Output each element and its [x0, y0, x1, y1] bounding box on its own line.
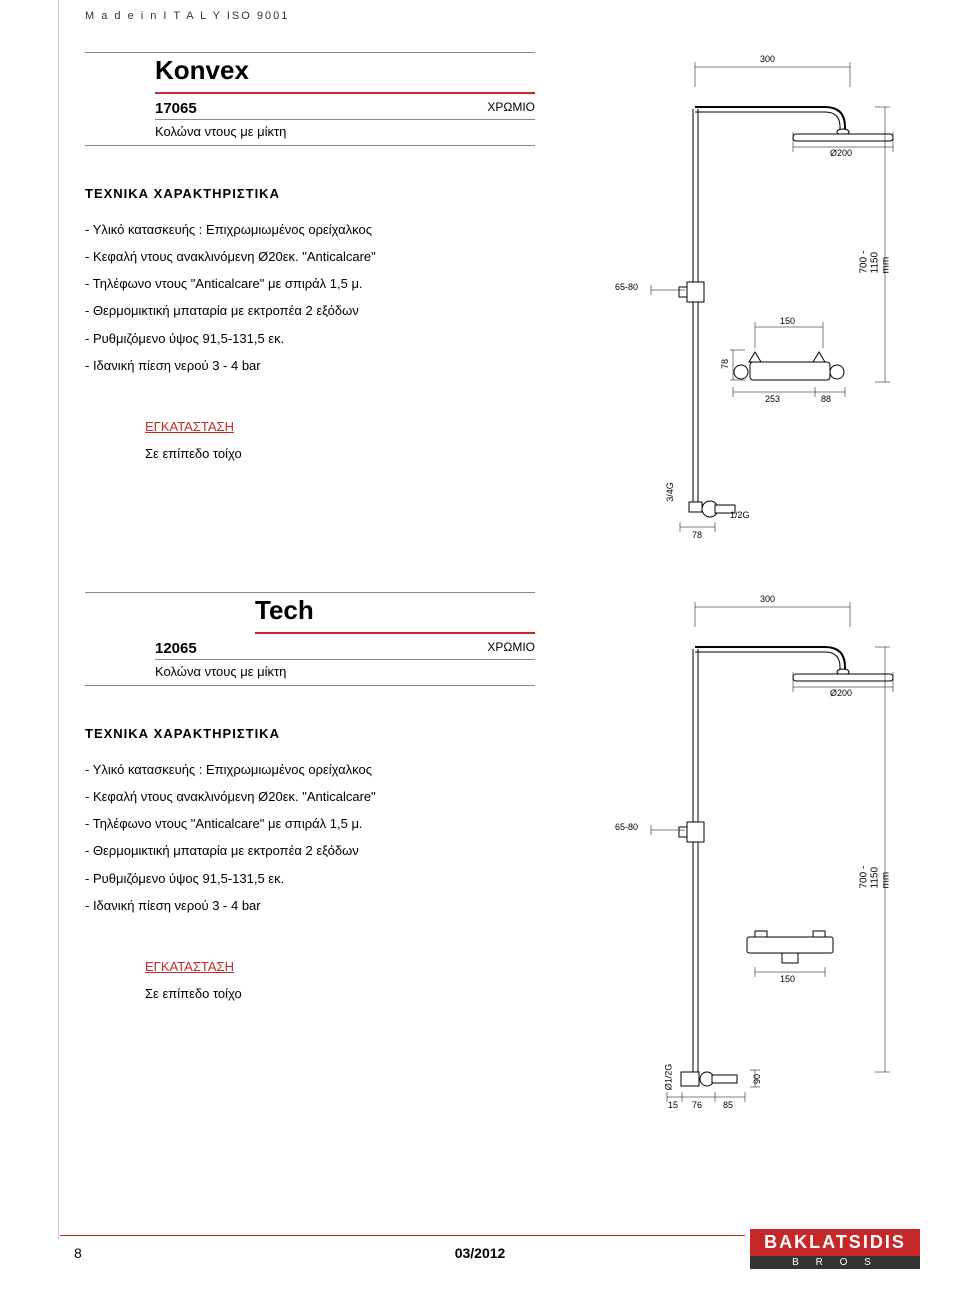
dim-g2: 1/2G	[730, 510, 750, 520]
dim-g1: 3/4G	[665, 482, 675, 502]
spec-item: - Ιδανική πίεση νερού 3 - 4 bar	[85, 892, 535, 919]
product-tech: Tech 12065 ΧΡΩΜΙΟ Κολώνα ντους με μίκτη …	[85, 592, 900, 1132]
product-name: Konvex	[155, 55, 535, 86]
product-code: 17065	[155, 100, 197, 117]
spec-item: - Υλικό κατασκευής : Επιχρωμιωμένος ορεί…	[85, 216, 535, 243]
dim-mixer-body: 253	[765, 394, 780, 404]
product-finish: ΧΡΩΜΙΟ	[487, 100, 535, 117]
product-name: Tech	[255, 595, 535, 626]
spec-item: - Ιδανική πίεση νερού 3 - 4 bar	[85, 352, 535, 379]
logo-sub: B R O S	[750, 1256, 920, 1269]
dim-mixer-w: 150	[780, 316, 795, 326]
product-finish: ΧΡΩΜΙΟ	[487, 640, 535, 657]
spec-item: - Κεφαλή ντους ανακλινόμενη Ø20εκ. "Anti…	[85, 783, 535, 810]
install-title: ΕΓΚΑΤΑΣΤΑΣΗ	[145, 419, 535, 434]
install-text: Σε επίπεδο τοίχο	[145, 986, 535, 1001]
page-number: 8	[74, 1245, 82, 1261]
product-desc: Κολώνα ντους με μίκτη	[155, 664, 535, 679]
specs-list: - Υλικό κατασκευής : Επιχρωμιωμένος ορεί…	[85, 756, 535, 920]
dim-head: Ø200	[830, 688, 852, 698]
spec-item: - Θερμομικτική μπαταρία με εκτροπέα 2 εξ…	[85, 837, 535, 864]
install-text: Σε επίπεδο τοίχο	[145, 446, 535, 461]
dim-top: 300	[760, 594, 775, 604]
specs-list: - Υλικό κατασκευής : Επιχρωμιωμένος ορεί…	[85, 216, 535, 380]
product-code: 12065	[155, 640, 197, 657]
dim-mixer-h: 78	[720, 359, 730, 369]
dim-g1: Ø1/2G	[663, 1064, 673, 1091]
dim-height: 700 - 1150 mm	[859, 234, 892, 274]
header-made-in: M a d e i n I T A L Y ISO 9001	[85, 10, 900, 22]
dim-b: 76	[692, 1100, 702, 1110]
dim-inlet: 65-80	[615, 282, 638, 292]
install-title: ΕΓΚΑΤΑΣΤΑΣΗ	[145, 959, 535, 974]
diagram-tech: 300 Ø200 700 - 1150 mm 65-80 150 Ø1/2G 1…	[555, 592, 895, 1132]
diagram-konvex: 300 Ø200 700 - 1150 mm 65-80 150 78 253 …	[555, 52, 895, 562]
logo: BAKLATSIDIS B R O S	[750, 1229, 920, 1269]
dim-top: 300	[760, 54, 775, 64]
dim-inlet: 65-80	[615, 822, 638, 832]
product-desc: Κολώνα ντους με μίκτη	[155, 124, 535, 139]
specs-title: ΤΕΧΝΙΚΑ ΧΑΡΑΚΤΗΡΙΣΤΙΚΑ	[85, 186, 535, 201]
specs-title: ΤΕΧΝΙΚΑ ΧΑΡΑΚΤΗΡΙΣΤΙΚΑ	[85, 726, 535, 741]
dim-height: 700 - 1150 mm	[859, 849, 892, 889]
spec-item: - Ρυθμιζόμενο ύψος 91,5-131,5 εκ.	[85, 325, 535, 352]
dim-mixer-w: 150	[780, 974, 795, 984]
dim-h90: 90	[752, 1074, 762, 1084]
dim-head: Ø200	[830, 148, 852, 158]
logo-main: BAKLATSIDIS	[750, 1229, 920, 1256]
spec-item: - Κεφαλή ντους ανακλινόμενη Ø20εκ. "Anti…	[85, 243, 535, 270]
dim-c: 85	[723, 1100, 733, 1110]
spec-item: - Ρυθμιζόμενο ύψος 91,5-131,5 εκ.	[85, 865, 535, 892]
footer-date: 03/2012	[455, 1245, 506, 1261]
dim-mixer-edge: 88	[821, 394, 831, 404]
spec-item: - Θερμομικτική μπαταρία με εκτροπέα 2 εξ…	[85, 297, 535, 324]
dim-a: 15	[668, 1100, 678, 1110]
spec-item: - Υλικό κατασκευής : Επιχρωμιωμένος ορεί…	[85, 756, 535, 783]
footer: 8 03/2012 BAKLATSIDIS B R O S	[0, 1229, 960, 1269]
spec-item: - Τηλέφωνο ντους "Anticalcare" με σπιράλ…	[85, 270, 535, 297]
product-konvex: Konvex 17065 ΧΡΩΜΙΟ Κολώνα ντους με μίκτ…	[85, 52, 900, 562]
title-box: Tech 12065 ΧΡΩΜΙΟ Κολώνα ντους με μίκτη	[85, 592, 535, 686]
spec-item: - Τηλέφωνο ντους "Anticalcare" με σπιράλ…	[85, 810, 535, 837]
title-box: Konvex 17065 ΧΡΩΜΙΟ Κολώνα ντους με μίκτ…	[85, 52, 535, 146]
dim-bottom-w: 78	[692, 530, 702, 540]
